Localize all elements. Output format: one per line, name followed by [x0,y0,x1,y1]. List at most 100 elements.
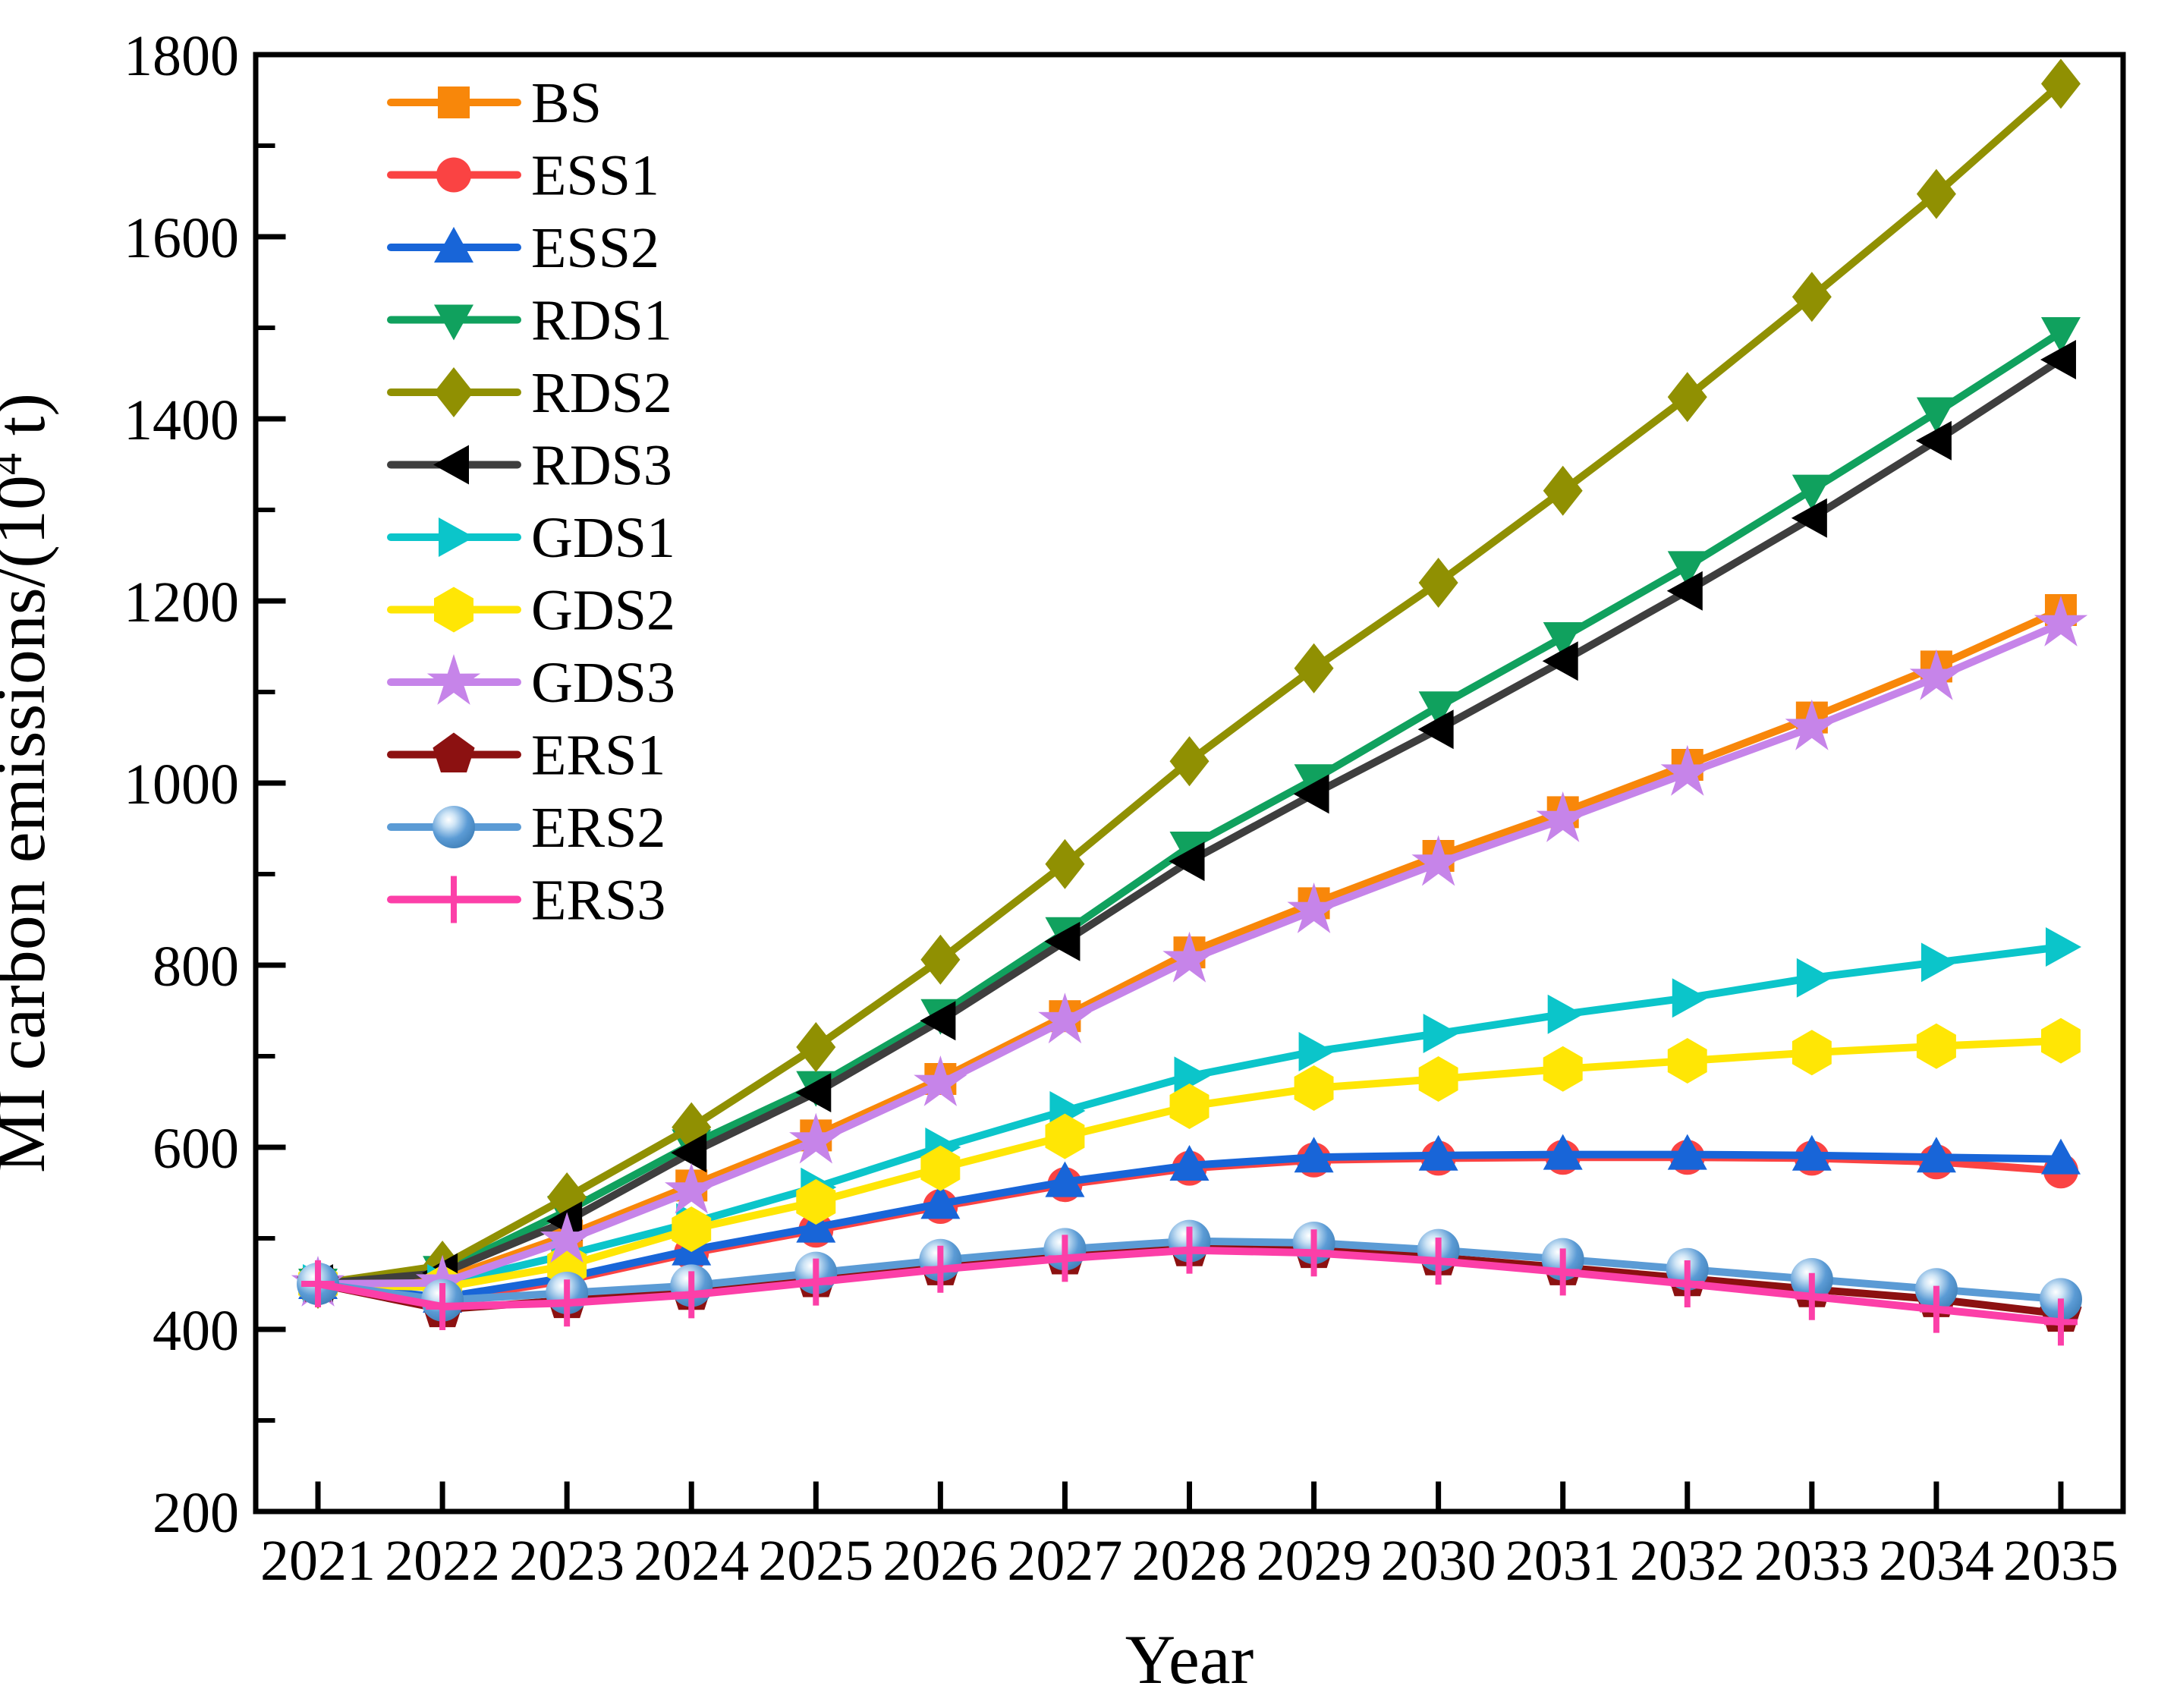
triangle-down-marker [1667,551,1707,587]
triangle-up-marker [1294,1137,1334,1173]
diamond-marker [1418,558,1458,608]
square-marker [438,87,470,118]
hexagon-marker [434,587,473,633]
triangle-up-marker [1169,1145,1210,1181]
diamond-marker [1543,465,1583,516]
hexagon-marker [920,1145,961,1191]
hexagon-marker [1169,1084,1210,1129]
diamond-marker [1294,643,1334,694]
legend-label-GDS1: GDS1 [531,506,675,570]
legend-item-GDS3: GDS3 [387,651,675,715]
triangle-left-marker [1666,571,1703,611]
x-tick-label: 2028 [1132,1529,1247,1593]
triangle-left-marker [795,1073,832,1112]
diamond-marker [796,1022,836,1072]
diamond-marker [434,367,473,417]
x-tick-label: 2025 [758,1529,873,1593]
triangle-left-marker [1915,420,1952,461]
triangle-down-marker [1916,397,1956,433]
triangle-up-marker [2040,1138,2081,1175]
star-marker [1287,882,1341,933]
hexagon-marker [672,1206,712,1252]
legend-label-RDS3: RDS3 [531,434,672,498]
x-tick-label: 2023 [509,1529,624,1593]
x-tick-label: 2026 [882,1529,998,1593]
y-tick-label: 1000 [124,753,239,816]
x-tick-label: 2032 [1630,1529,1745,1593]
legend-label-ERS1: ERS1 [531,724,665,788]
triangle-right-marker [1547,994,1584,1034]
triangle-left-marker [1169,841,1205,882]
hexagon-marker [1916,1023,1956,1069]
x-tick-label: 2024 [634,1529,749,1593]
legend-label-GDS3: GDS3 [531,651,675,715]
legend-label-ERS2: ERS2 [531,796,665,860]
y-tick-label: 1600 [124,206,239,270]
x-tick-label: 2021 [260,1529,376,1593]
x-axis-title: Year [1125,1621,1254,1698]
triangle-up-marker [1792,1134,1832,1171]
legend-item-ESS1: ESS1 [387,144,659,208]
star-marker [1411,835,1465,886]
hexagon-marker [1792,1030,1832,1076]
x-tick-label: 2030 [1381,1529,1496,1593]
triangle-left-marker [920,1001,956,1041]
x-tick-label: 2031 [1505,1529,1621,1593]
star-marker [789,1112,843,1164]
triangle-up-marker [1916,1137,1956,1173]
circle-marker [436,157,471,193]
y-tick-label: 1400 [124,388,239,452]
star-marker [1038,992,1092,1044]
legend-item-ERS2: ERS2 [387,796,665,860]
hexagon-marker [796,1179,836,1225]
plot-frame [253,52,2126,1515]
triangle-up-marker [1045,1161,1085,1197]
triangle-down-marker [1294,764,1334,801]
star-marker [1536,791,1590,842]
legend-label-BS: BS [531,71,602,135]
triangle-up-marker [434,227,473,263]
triangle-down-marker [1418,691,1458,728]
y-tick-label: 1200 [124,571,239,634]
x-tick-label: 2035 [2003,1529,2119,1593]
y-tick-label: 200 [153,1481,239,1545]
x-tick-label: 2033 [1754,1529,1870,1593]
triangle-left-marker [1417,709,1454,750]
y-tick-label: 800 [153,935,239,999]
triangle-right-marker [1672,978,1708,1018]
diamond-marker [1667,372,1707,423]
hexagon-marker [1045,1113,1085,1159]
x-tick-label: 2027 [1007,1529,1122,1593]
diamond-marker [1169,736,1210,787]
triangle-up-marker [1667,1134,1707,1170]
triangle-up-marker [1543,1134,1583,1170]
legend-label-ESS1: ESS1 [531,144,659,208]
diamond-marker [1916,168,1956,219]
pentagon-marker [433,732,475,772]
legend-label-RDS2: RDS2 [531,361,672,425]
diamond-marker [2040,58,2081,109]
triangle-down-marker [1169,832,1210,867]
triangle-down-marker [1792,474,1832,511]
triangle-up-marker [1418,1134,1458,1171]
star-marker [426,654,481,705]
diamond-marker [1792,272,1832,322]
hexagon-marker [2041,1018,2081,1064]
series-ERS3 [301,1226,2078,1346]
legend-label-GDS2: GDS2 [531,579,675,643]
y-tick-label: 600 [153,1117,239,1181]
diamond-marker [1045,838,1085,889]
triangle-down-marker [1543,622,1583,658]
x-tick-label: 2022 [385,1529,500,1593]
x-tick-label: 2034 [1879,1529,1994,1593]
hexagon-marker [1667,1038,1707,1084]
hexagon-marker [1294,1065,1334,1111]
x-axis: 2021 2022 2023 2024 2025 2026 2027 2028 2029 2030… [260,1481,2119,1593]
star-marker [1909,649,1964,700]
legend-item-RDS1: RDS1 [387,289,672,353]
triangle-down-marker [2040,317,2081,353]
legend-label-ESS2: ESS2 [531,216,659,280]
legend-item-ERS1: ERS1 [387,724,665,788]
